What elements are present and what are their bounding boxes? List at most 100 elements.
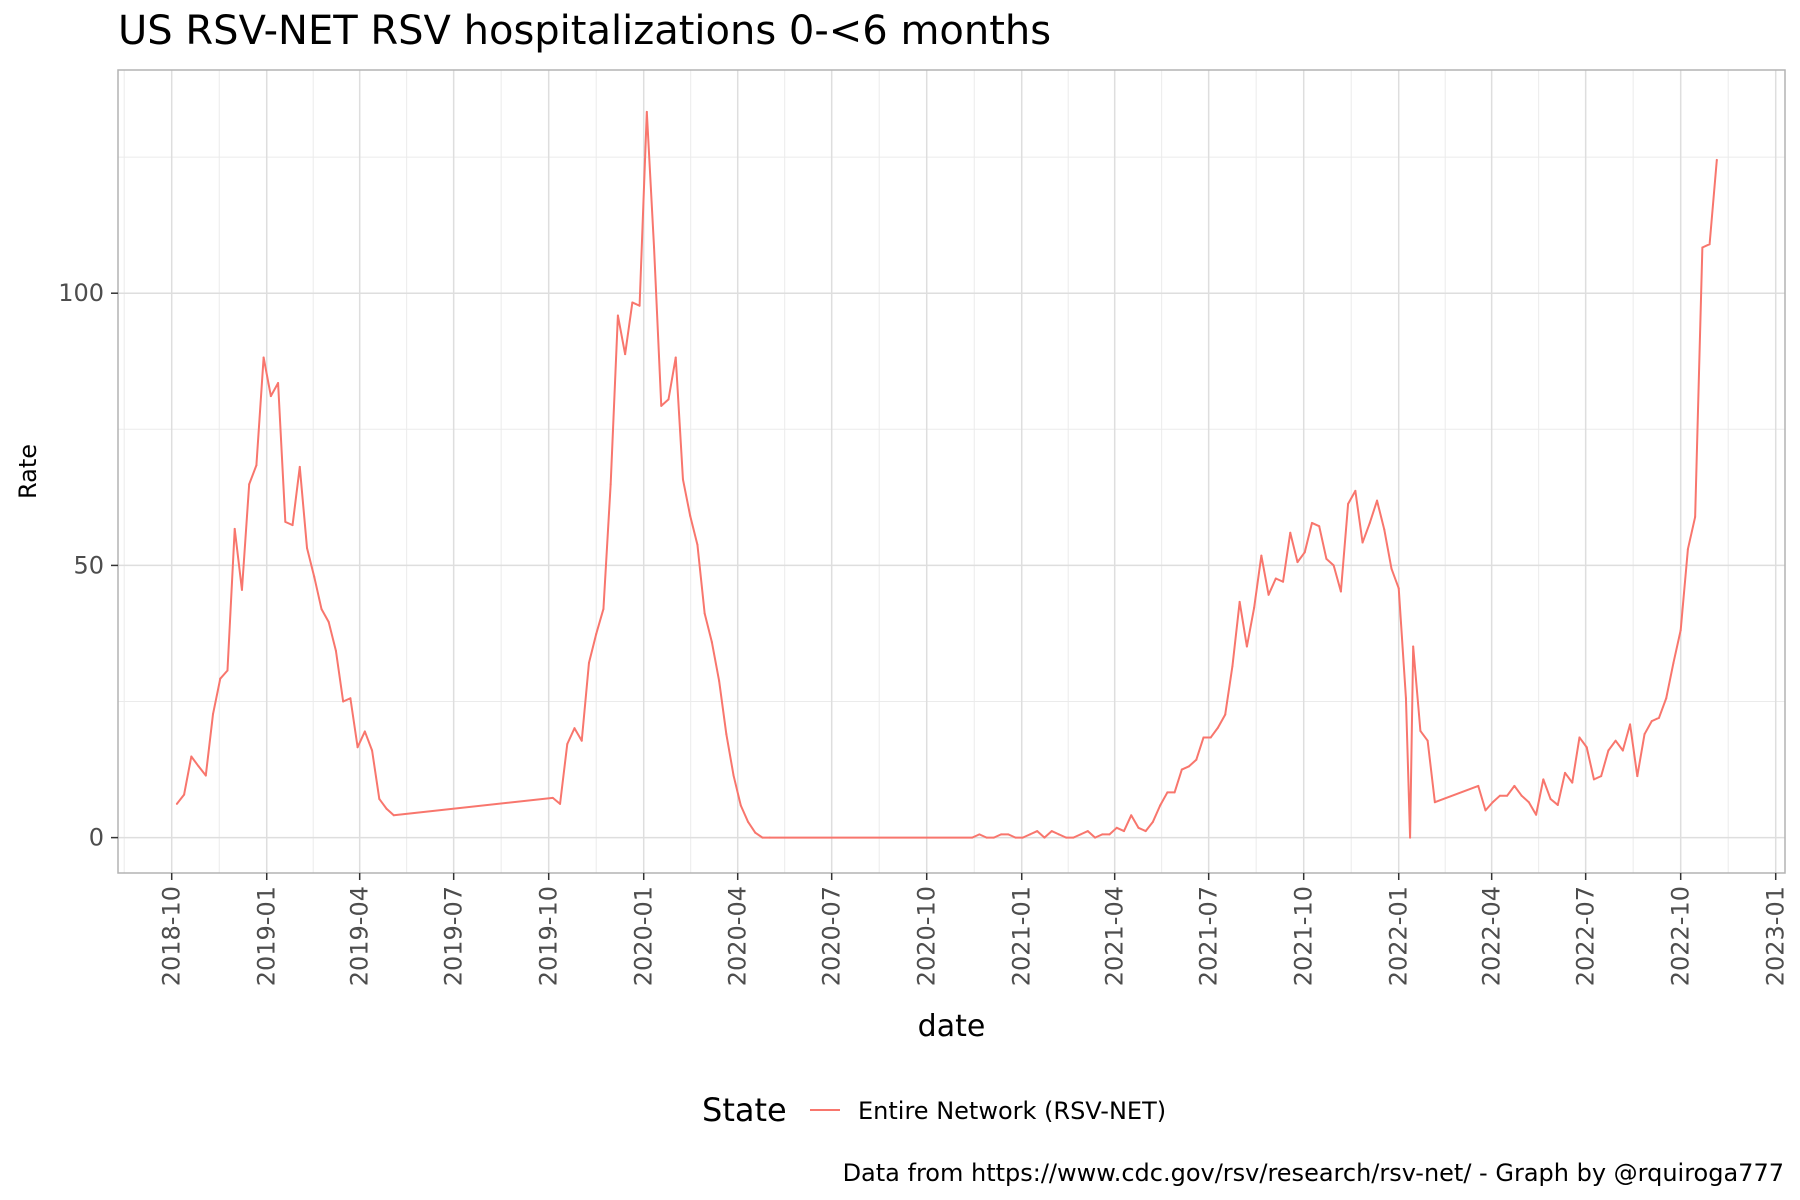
- data-point: [1614, 739, 1617, 742]
- data-point: [1260, 554, 1263, 557]
- legend-title: State: [702, 1091, 787, 1129]
- data-point: [1520, 794, 1523, 797]
- y-axis: 0 50 100: [58, 279, 118, 852]
- data-point: [566, 742, 569, 745]
- data-point: [248, 483, 251, 486]
- data-point: [1412, 645, 1415, 648]
- data-point: [1209, 736, 1212, 739]
- data-point: [559, 802, 562, 805]
- data-point: [1484, 809, 1487, 812]
- data-point: [1506, 794, 1509, 797]
- data-point: [1216, 726, 1219, 729]
- x-tick-label: 2023-01: [1762, 886, 1790, 986]
- data-point: [1195, 758, 1198, 761]
- data-point: [1629, 723, 1632, 726]
- data-point: [696, 543, 699, 546]
- data-point: [1701, 246, 1704, 249]
- y-axis-title: Rate: [14, 444, 42, 499]
- data-point: [226, 669, 229, 672]
- data-point: [349, 697, 352, 700]
- data-point: [1159, 804, 1162, 807]
- x-tick-label: 2020-07: [818, 886, 846, 986]
- data-point: [1130, 814, 1133, 817]
- data-point: [551, 796, 554, 799]
- data-point: [754, 831, 757, 834]
- data-point: [1376, 499, 1379, 502]
- data-point: [1050, 830, 1053, 833]
- data-point: [1303, 551, 1306, 554]
- data-point: [1079, 833, 1082, 836]
- caption: Data from https://www.cdc.gov/rsv/resear…: [843, 1159, 1784, 1187]
- data-point: [1390, 567, 1393, 570]
- data-point: [1556, 803, 1559, 806]
- data-point: [233, 527, 236, 530]
- data-point: [298, 465, 301, 468]
- data-point: [1274, 577, 1277, 580]
- data-point: [313, 575, 316, 578]
- data-point: [747, 820, 750, 823]
- data-point: [197, 765, 200, 768]
- x-tick-label: 2019-10: [535, 886, 563, 986]
- data-point: [1289, 531, 1292, 534]
- data-point: [342, 700, 345, 703]
- data-point: [1571, 781, 1574, 784]
- data-point: [681, 478, 684, 481]
- data-point: [1065, 836, 1068, 839]
- data-point: [219, 677, 222, 680]
- data-point: [1122, 830, 1125, 833]
- data-point: [1650, 720, 1653, 723]
- data-point: [1224, 713, 1227, 716]
- data-point: [378, 797, 381, 800]
- x-tick-label: 2022-07: [1572, 886, 1600, 986]
- data-point: [1361, 541, 1364, 544]
- data-point: [1072, 836, 1075, 839]
- data-point: [1166, 791, 1169, 794]
- data-point: [1108, 833, 1111, 836]
- data-point: [1585, 746, 1588, 749]
- data-point: [1231, 665, 1234, 668]
- data-point: [992, 836, 995, 839]
- data-point: [1679, 629, 1682, 632]
- data-point: [689, 514, 692, 517]
- data-point: [674, 356, 677, 359]
- x-tick-label: 2022-01: [1385, 886, 1413, 986]
- data-point: [175, 802, 178, 805]
- data-point: [1542, 778, 1545, 781]
- data-point: [1672, 661, 1675, 664]
- data-point: [1433, 801, 1436, 804]
- series-layer: [175, 110, 1718, 839]
- y-tick-label: 0: [89, 824, 104, 852]
- data-point: [768, 836, 771, 839]
- data-point: [371, 749, 374, 752]
- data-point: [1549, 797, 1552, 800]
- data-point: [255, 464, 258, 467]
- x-tick-label: 2020-04: [724, 886, 752, 986]
- data-point: [1310, 521, 1313, 524]
- data-point: [1694, 515, 1697, 518]
- data-point: [1527, 801, 1530, 804]
- data-point: [1296, 561, 1299, 564]
- legend-series-label: Entire Network (RSV-NET): [858, 1097, 1166, 1125]
- data-point: [739, 804, 742, 807]
- data-point: [1383, 528, 1386, 531]
- data-point: [971, 836, 974, 839]
- data-point: [1332, 564, 1335, 567]
- data-point: [1014, 836, 1017, 839]
- data-point: [320, 607, 323, 610]
- x-tick-label: 2021-10: [1290, 886, 1318, 986]
- data-point: [602, 607, 605, 610]
- data-point: [1101, 833, 1104, 836]
- data-point: [1564, 771, 1567, 774]
- data-point: [732, 774, 735, 777]
- data-point: [653, 246, 656, 249]
- data-point: [1000, 833, 1003, 836]
- data-point: [1715, 158, 1718, 161]
- data-point: [1535, 813, 1538, 816]
- data-point: [1665, 697, 1668, 700]
- data-point: [1498, 794, 1501, 797]
- data-point: [667, 398, 670, 401]
- data-point: [183, 793, 186, 796]
- data-point: [1086, 830, 1089, 833]
- data-point: [190, 755, 193, 758]
- data-point: [1578, 736, 1581, 739]
